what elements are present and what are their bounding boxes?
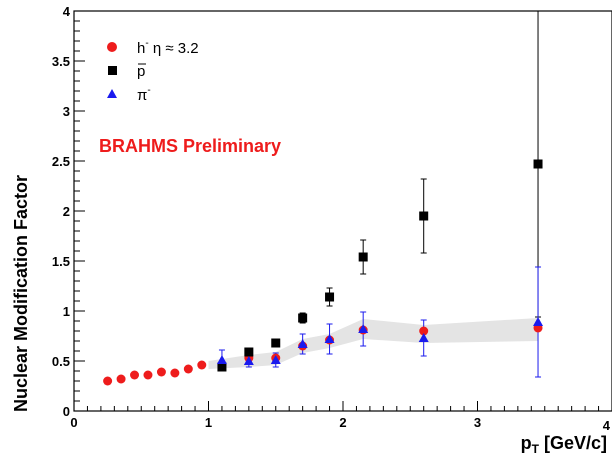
- data-point-circle: [170, 368, 180, 378]
- y-tick-label: 2: [63, 204, 70, 219]
- data-point-square: [298, 313, 308, 323]
- data-point-triangle: [297, 339, 308, 348]
- data-point-square: [271, 338, 281, 348]
- y-tick-label: 0: [63, 404, 70, 419]
- legend-marker-pi-minus: [107, 89, 117, 98]
- data-point-triangle: [358, 324, 369, 333]
- x-tick-label: 1: [205, 415, 212, 430]
- data-point-circle: [130, 370, 140, 380]
- data-point-square: [358, 252, 368, 262]
- y-tick-label: 3.5: [52, 54, 70, 69]
- axis-ticks: [73, 10, 612, 412]
- y-tick-label: 1.5: [52, 254, 70, 269]
- x-axis-title-sub: T: [532, 442, 540, 456]
- legend-pi-main: π: [137, 87, 147, 104]
- data-point-circle: [156, 367, 166, 377]
- data-point-square: [244, 347, 254, 357]
- data-point-circle: [419, 326, 429, 336]
- y-tick-label: 4: [63, 4, 71, 19]
- data-point-triangle: [270, 355, 281, 364]
- data-point-square: [419, 211, 429, 221]
- legend-h-extra: η ≈ 3.2: [149, 40, 199, 57]
- data-point-triangle: [418, 333, 429, 342]
- data-point-triangle: [216, 355, 227, 364]
- legend-label-h-minus: h- η ≈ 3.2: [137, 38, 199, 57]
- data-point-circle: [197, 360, 207, 370]
- data-point-circle: [116, 374, 126, 384]
- tick-labels: 0 1 2 3 4 0 0.5 1 1.5 2 2.5 3 3.5 4: [52, 4, 611, 433]
- data-point-circle: [183, 364, 193, 374]
- y-tick-label: 1: [63, 304, 70, 319]
- data-point-triangle: [533, 317, 544, 326]
- legend-marker-antiproton: [108, 66, 117, 75]
- data-point-square: [325, 292, 335, 302]
- systematic-band-area: [208, 318, 539, 369]
- legend-pi-sup: -: [147, 85, 150, 96]
- legend-h-sup: -: [145, 38, 148, 49]
- data-markers: [103, 159, 544, 386]
- data-point-square: [533, 159, 543, 169]
- data-point-circle: [143, 370, 153, 380]
- legend-h-main: h: [137, 40, 145, 57]
- brahms-preliminary-label: BRAHMS Preliminary: [99, 136, 281, 156]
- systematic-band: [208, 318, 539, 369]
- data-point-triangle: [324, 334, 335, 343]
- x-tick-label: 2: [339, 415, 346, 430]
- x-tick-label: 0: [70, 415, 77, 430]
- legend: h- η ≈ 3.2 p π-: [107, 38, 199, 104]
- x-axis-title: pT [GeV/c]: [521, 433, 607, 456]
- legend-label-antiproton: p: [137, 63, 145, 80]
- legend-label-pi-minus: π-: [137, 85, 151, 104]
- x-tick-label: 4: [603, 418, 611, 433]
- x-axis-title-p: p: [521, 433, 532, 453]
- x-axis-title-units: [GeV/c]: [539, 433, 607, 453]
- data-point-square: [217, 362, 227, 372]
- y-tick-label: 2.5: [52, 154, 70, 169]
- x-tick-label: 3: [474, 415, 481, 430]
- y-tick-label: 3: [63, 104, 70, 119]
- data-point-circle: [103, 376, 113, 386]
- legend-marker-h-minus: [107, 42, 117, 52]
- y-tick-label: 0.5: [52, 354, 70, 369]
- data-point-triangle: [243, 356, 254, 365]
- y-axis-title: Nuclear Modification Factor: [11, 175, 31, 412]
